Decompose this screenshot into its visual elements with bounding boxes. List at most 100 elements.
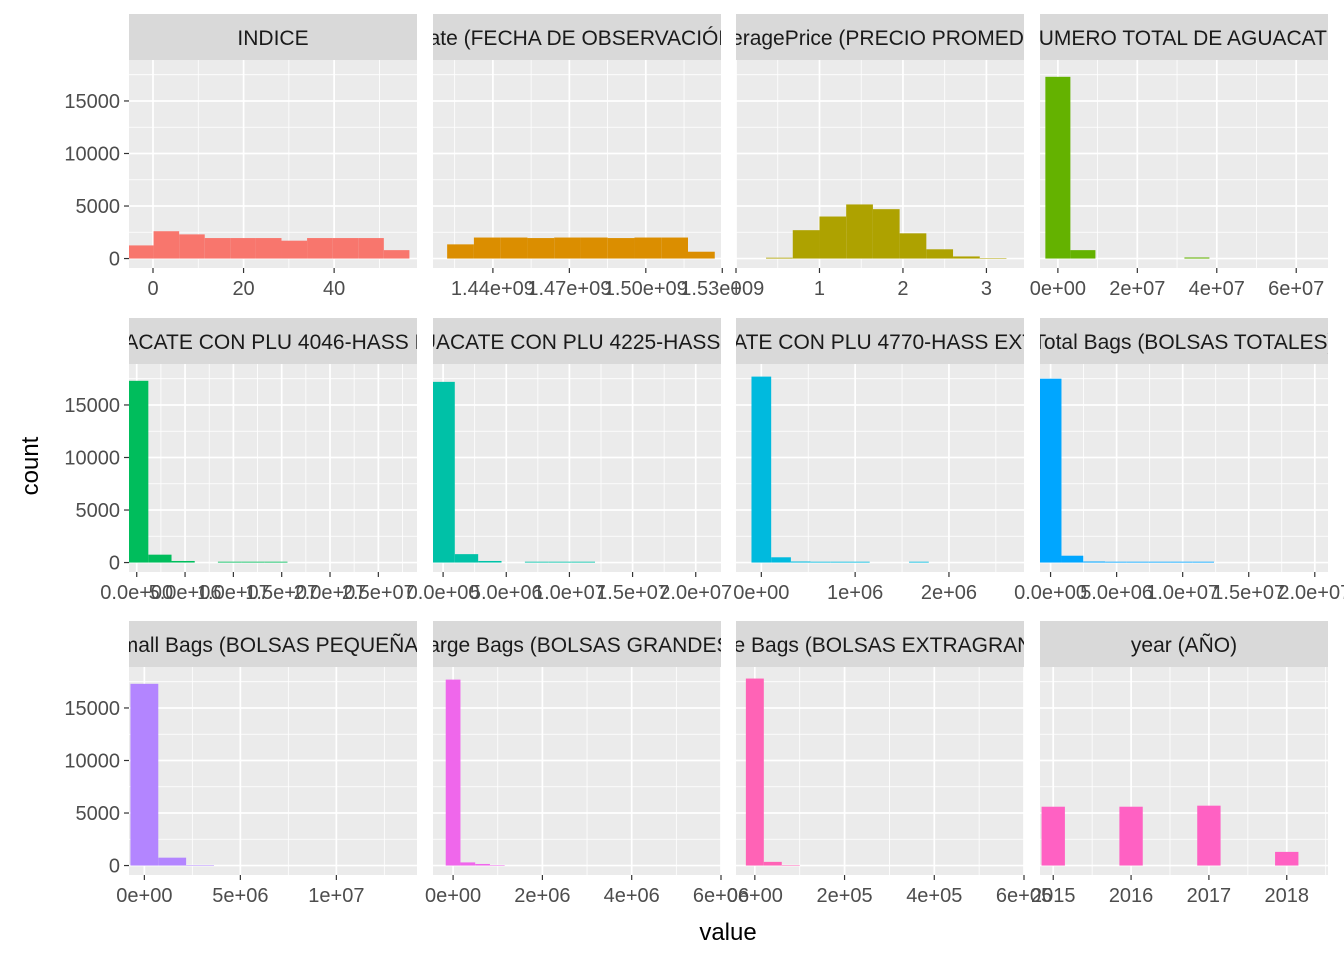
x-tick-label: 2e+07	[1109, 278, 1165, 300]
panel-strip	[736, 621, 1024, 667]
x-tick-label: 0e+00	[116, 885, 172, 907]
x-tick-label: 2016	[1109, 885, 1154, 907]
histogram-bar	[1197, 805, 1221, 866]
x-tick-label: 0.0e+00	[1014, 582, 1087, 604]
panel-background	[1040, 60, 1328, 268]
panel-strip	[433, 14, 721, 60]
histogram-bar	[1192, 561, 1215, 563]
histogram-bar	[909, 561, 929, 563]
panel-background	[129, 364, 417, 572]
histogram-bar	[171, 560, 195, 563]
y-tick-label: 10000	[64, 143, 120, 165]
x-tick-label: 1.5e+07	[1212, 582, 1285, 604]
panel-strip-label: Small Bags (BOLSAS PEQUEÑAS)	[107, 633, 440, 657]
histogram-bars	[129, 231, 410, 259]
y-tick-label: 10000	[64, 750, 120, 772]
panel-5: 4046 (AGUACATE CON PLU 4046-HASS PEQUEÑO…	[19, 318, 526, 604]
x-tick-label: 0.0e+00	[407, 582, 480, 604]
histogram-bar	[475, 863, 490, 866]
x-tick-label: 40	[323, 278, 345, 300]
x-tick-label: 4e+05	[906, 885, 962, 907]
x-tick-label: 20	[232, 278, 254, 300]
histogram-bar	[500, 237, 528, 259]
x-tick-label: 2015	[1031, 885, 1076, 907]
panel-10: Large Bags (BOLSAS GRANDES) 0e+00 2e+06 4e+…	[425, 621, 749, 907]
histogram-bar	[751, 376, 772, 563]
histogram-bar	[1061, 555, 1084, 563]
histogram-bar	[1045, 76, 1071, 259]
y-tick-label: 5000	[76, 196, 121, 218]
y-tick-label: 10000	[64, 447, 120, 469]
histogram-bar	[849, 561, 870, 563]
x-tick-label: 2.5e+07	[342, 582, 415, 604]
panel-strip-label: 4046 (AGUACATE CON PLU 4046-HASS PEQUEÑO…	[19, 330, 526, 354]
histogram-bar	[1275, 851, 1299, 866]
x-tick-label: 4e+06	[604, 885, 660, 907]
histogram-bar	[548, 561, 572, 563]
x-tick-label: 0.0e+00	[100, 582, 173, 604]
panel-strip-label: XLarge Bags (BOLSAS EXTRAGRANDES)	[678, 634, 1083, 657]
panel-2: Date (FECHA DE OBSERVACIÓN) 1.44e+091.47e…	[413, 14, 764, 300]
x-tick-label: 1e+06	[827, 582, 883, 604]
x-tick-label: 1.0e+07	[197, 582, 270, 604]
x-tick-label: 1.53e+09	[680, 278, 764, 300]
histogram-bar	[810, 561, 831, 563]
histogram-bar	[819, 216, 847, 259]
panel-strip	[736, 14, 1024, 60]
histogram-bar	[130, 683, 159, 866]
histogram-bar	[1040, 378, 1062, 563]
histogram-bar	[255, 238, 282, 259]
x-tick-label: 2.0e+07	[294, 582, 367, 604]
histogram-bars	[1045, 76, 1210, 259]
x-tick-label: 5.0e+06	[1080, 582, 1153, 604]
x-axis-title: value	[699, 919, 756, 946]
x-tick-label: 1.5e+07	[596, 582, 669, 604]
x-tick-label: 6e+05	[996, 885, 1052, 907]
panel-strip-label: 4225 (AGUACATE CON PLU 4225-HASS GRANDE)	[331, 331, 823, 354]
x-tick-label: 2	[897, 278, 908, 300]
panel-strip	[129, 318, 417, 364]
histogram-bar	[899, 233, 927, 259]
panel-background	[129, 667, 417, 875]
histogram-bar	[607, 238, 635, 259]
histogram-bar	[792, 230, 820, 259]
histogram-bar	[1126, 561, 1149, 563]
panel-strip-label: AveragePrice (PRECIO PROMEDIO)	[707, 27, 1053, 50]
x-tick-label: 2018	[1264, 885, 1309, 907]
histogram-bars	[433, 381, 595, 563]
panel-strip-label: Total Volume (NUMERO TOTAL DE AGUACATES …	[891, 27, 1344, 50]
histogram-bar	[445, 679, 461, 866]
histogram-bar	[332, 238, 359, 259]
y-tick-label: 15000	[64, 395, 120, 417]
panel-6: 4225 (AGUACATE CON PLU 4225-HASS GRANDE)…	[331, 318, 823, 604]
histogram-bar	[580, 237, 608, 259]
panel-4: Total Volume (NUMERO TOTAL DE AGUACATES …	[891, 14, 1344, 300]
panel-background	[433, 60, 721, 268]
x-tick-label: 6e+06	[693, 885, 749, 907]
panel-11: XLarge Bags (BOLSAS EXTRAGRANDES) 0e+00 2e…	[678, 621, 1083, 907]
histogram-bar	[1184, 257, 1210, 259]
panel-strip	[433, 318, 721, 364]
x-tick-label: 0	[730, 278, 741, 300]
histogram-bar	[953, 256, 980, 259]
x-tick-label: 5e+06	[212, 885, 268, 907]
histogram-bars	[745, 678, 800, 866]
panel-strip-label: Date (FECHA DE OBSERVACIÓN)	[413, 27, 740, 50]
histogram-bar	[129, 380, 149, 563]
histogram-bar	[383, 250, 410, 259]
histogram-bar	[447, 244, 474, 259]
histogram-bar	[790, 561, 811, 563]
panel-strip-label: 4770 (AGUACATE CON PLU 4770-HASS EXTRAGR…	[599, 331, 1161, 354]
x-tick-label: 5.0e+06	[149, 582, 222, 604]
panel-background	[736, 667, 1024, 875]
x-tick-label: 0e+00	[1030, 278, 1086, 300]
panel-strip	[129, 14, 417, 60]
x-tick-label: 4e+07	[1189, 278, 1245, 300]
histogram-bar	[230, 238, 256, 259]
x-tick-label: 2e+05	[816, 885, 872, 907]
panel-1: INDICE 0 20 40 0 5000 10000 15000	[64, 14, 417, 300]
histogram-bar	[158, 857, 187, 866]
x-tick-label: 0e+00	[727, 885, 783, 907]
grid-lines	[1040, 364, 1328, 572]
